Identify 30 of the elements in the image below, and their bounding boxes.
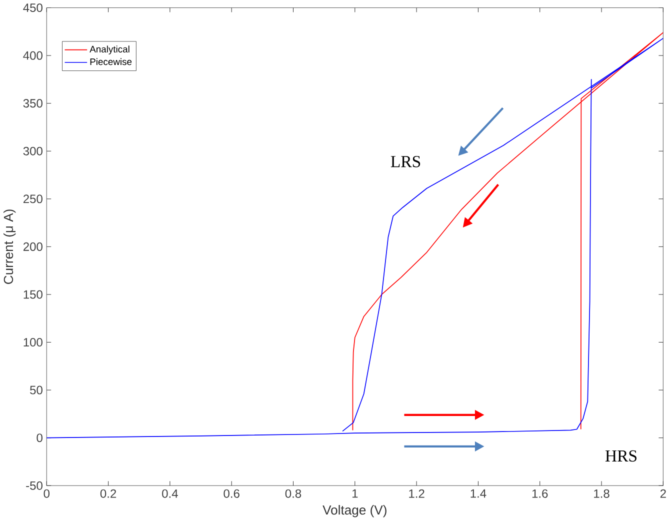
annotation: HRS xyxy=(605,450,636,462)
y-tick-label: 0 xyxy=(36,434,42,442)
legend-label: Analytical xyxy=(90,46,130,55)
legend-label: Piecewise xyxy=(90,58,132,66)
x-tick-label: 0.8 xyxy=(285,489,302,498)
x-tick-label: 0.4 xyxy=(162,489,178,498)
y-tick-label: 300 xyxy=(23,146,42,156)
y-tick-label: 200 xyxy=(23,242,42,252)
y-tick-label: 400 xyxy=(23,51,42,60)
x-tick-label: 1.4 xyxy=(470,489,486,498)
x-tick-label: 1 xyxy=(352,489,358,498)
x-tick-label: 1.8 xyxy=(594,489,610,498)
y-tick-label: 150 xyxy=(24,290,42,299)
x-tick-label: 2 xyxy=(660,489,666,498)
y-axis-title: Current (μ A) xyxy=(3,210,16,284)
line-series xyxy=(352,32,664,431)
x-tick-label: 1.2 xyxy=(409,489,424,498)
x-tick-label: 1.6 xyxy=(532,489,548,498)
x-tick-label: 0.2 xyxy=(100,489,116,498)
y-tick-label: -50 xyxy=(26,482,42,490)
y-tick-label: 350 xyxy=(23,99,42,108)
annotation: LRS xyxy=(390,156,420,168)
x-axis-title: Voltage (V) xyxy=(322,505,386,518)
y-tick-label: 50 xyxy=(30,386,42,394)
y-tick-label: 250 xyxy=(23,194,42,204)
line-series xyxy=(46,38,664,438)
x-tick-label: 0 xyxy=(44,489,50,498)
y-tick-label: 100 xyxy=(24,338,42,347)
x-tick-label: 0.6 xyxy=(224,489,240,498)
y-tick-label: 450 xyxy=(23,4,42,12)
